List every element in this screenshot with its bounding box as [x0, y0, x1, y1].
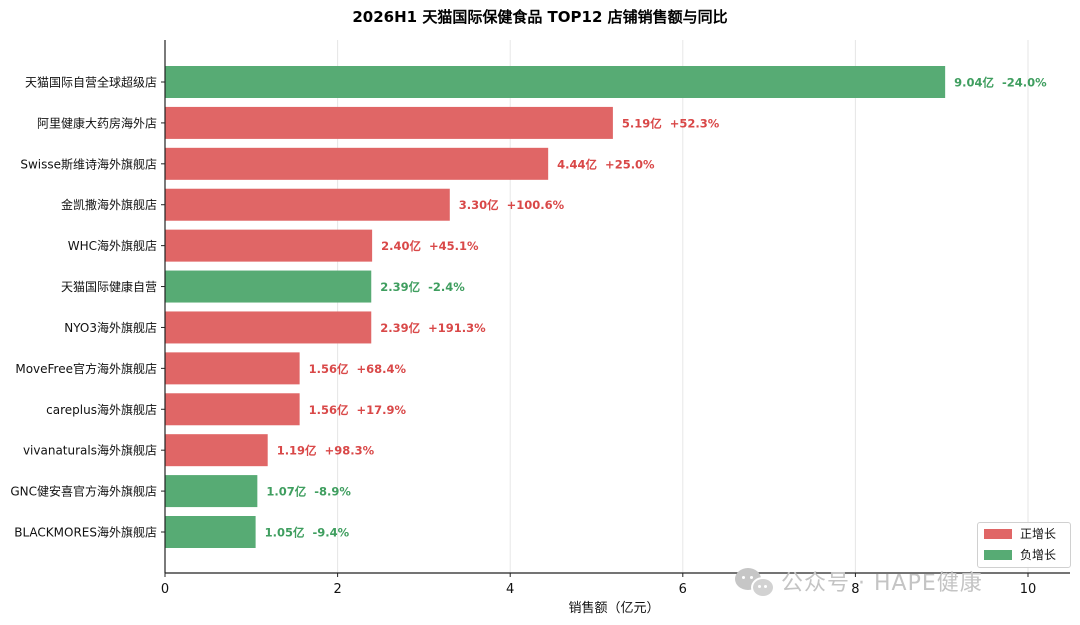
bar: [165, 270, 372, 303]
bar: [165, 147, 549, 180]
bar: [165, 66, 946, 98]
x-tick-label: 6: [679, 582, 687, 597]
legend-swatch-positive: [984, 528, 1012, 539]
data-label: 1.56亿 +17.9%: [309, 403, 407, 417]
grid-lines: [337, 40, 1029, 573]
category-label: Swisse斯维诗海外旗舰店: [20, 156, 157, 171]
category-label: MoveFree官方海外旗舰店: [15, 361, 157, 376]
bar: [165, 393, 300, 426]
category-label: 阿里健康大药房海外店: [37, 115, 157, 130]
category-label: 天猫国际自营全球超级店: [25, 75, 157, 90]
category-label: vivanaturals海外旗舰店: [23, 443, 157, 458]
bar: [165, 229, 373, 262]
data-label: 1.56亿 +68.4%: [309, 362, 407, 376]
data-label: 1.19亿 +98.3%: [277, 444, 375, 458]
data-label: 4.44亿 +25.0%: [557, 157, 655, 171]
data-label: 2.39亿 -2.4%: [380, 280, 465, 294]
x-tick-label: 4: [506, 582, 514, 597]
bar: [165, 516, 256, 548]
data-label: 2.39亿 +191.3%: [380, 321, 486, 335]
bar: [165, 352, 300, 385]
bars: [165, 66, 946, 548]
x-tick-label: 2: [333, 582, 341, 597]
data-label: 5.19亿 +52.3%: [622, 116, 720, 130]
category-label: NYO3海外旗舰店: [64, 320, 157, 335]
category-label: BLACKMORES海外旗舰店: [14, 525, 157, 540]
category-label: 金凯撒海外旗舰店: [61, 197, 157, 212]
x-tick-label: 8: [851, 582, 859, 597]
bar: [165, 106, 613, 139]
category-label: WHC海外旗舰店: [68, 238, 157, 253]
watermark: 公众号 · HAPE健康: [735, 565, 983, 598]
x-axis-label: 销售额（亿元）: [568, 600, 659, 616]
legend: 正增长 负增长: [977, 522, 1071, 568]
legend-swatch-negative: [984, 549, 1012, 560]
bar: [165, 434, 268, 467]
data-label: 1.05亿 -9.4%: [265, 526, 350, 540]
bar: [165, 311, 372, 344]
bar: [165, 188, 450, 221]
chart-title: 2026H1 天猫国际保健食品 TOP12 店铺销售额与同比: [352, 8, 728, 26]
bar: [165, 475, 258, 508]
legend-item-positive: 正增长: [978, 523, 1070, 544]
data-label: 1.07亿 -8.9%: [266, 485, 351, 499]
x-tick-label: 0: [161, 582, 169, 597]
watermark-text: 公众号 · HAPE健康: [781, 571, 983, 596]
category-label: careplus海外旗舰店: [46, 402, 157, 417]
data-label: 2.40亿 +45.1%: [381, 239, 479, 253]
category-label: 天猫国际健康自营: [61, 279, 157, 294]
x-tick-label: 10: [1020, 582, 1037, 597]
category-label: GNC健安喜官方海外旗舰店: [10, 484, 157, 499]
data-labels: 9.04亿 -24.0% 5.19亿 +52.3% 4.44亿 +25.0% 3.30…: [265, 76, 1048, 540]
wechat-icon: [735, 566, 775, 598]
legend-label-positive: 正增长: [1020, 527, 1057, 541]
data-label: 3.30亿 +100.6%: [459, 198, 565, 212]
axes: [161, 40, 1070, 577]
data-label: 9.04亿 -24.0%: [954, 76, 1047, 90]
legend-label-negative: 负增长: [1020, 548, 1057, 562]
legend-item-negative: 负增长: [978, 544, 1070, 565]
